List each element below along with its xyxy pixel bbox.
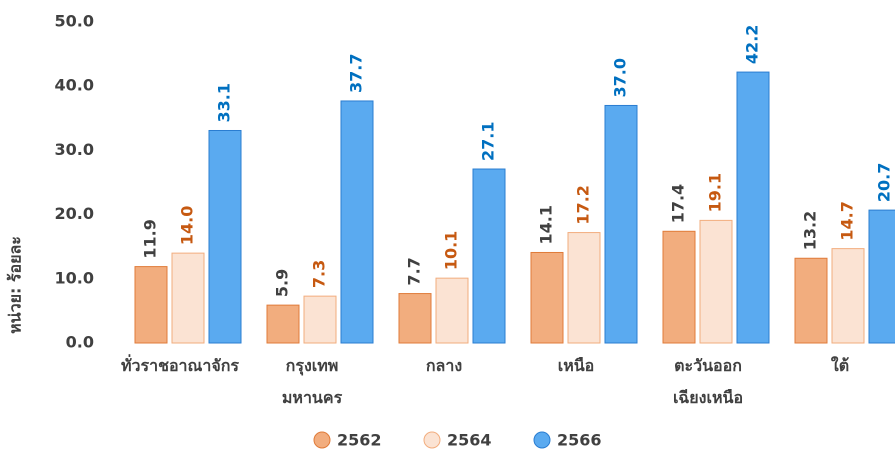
data-label: 17.4 xyxy=(669,184,688,223)
data-label: 14.0 xyxy=(178,206,197,245)
y-tick-label: 30.0 xyxy=(55,140,94,159)
x-tick-label: เหนือ xyxy=(558,356,595,375)
bar xyxy=(868,209,895,344)
bar xyxy=(435,277,469,344)
bar xyxy=(398,293,432,344)
y-tick-label: 0.0 xyxy=(66,333,94,352)
bar xyxy=(604,104,638,344)
bar xyxy=(340,100,374,344)
bar xyxy=(699,219,733,344)
data-label: 13.2 xyxy=(801,211,820,250)
y-tick-label: 50.0 xyxy=(55,12,94,31)
x-tick-label: ใต้ xyxy=(831,356,849,375)
legend-marker xyxy=(313,431,331,449)
data-label: 19.1 xyxy=(706,173,725,212)
data-label: 14.7 xyxy=(838,201,857,240)
data-label: 20.7 xyxy=(875,163,894,202)
bar xyxy=(266,304,300,344)
data-label: 33.1 xyxy=(215,83,234,122)
data-label: 17.2 xyxy=(574,185,593,224)
data-label: 37.0 xyxy=(611,58,630,97)
bar xyxy=(794,257,828,344)
legend-marker xyxy=(423,431,441,449)
bar xyxy=(171,252,205,344)
y-tick-label: 40.0 xyxy=(55,76,94,95)
bar xyxy=(530,251,564,344)
bar xyxy=(831,248,865,344)
data-label: 10.1 xyxy=(442,231,461,270)
legend-label: 2566 xyxy=(557,431,602,450)
x-tick-label: ตะวันออกเฉียงเหนือ xyxy=(673,356,743,407)
x-tick-label: กรุงเทพมหานคร xyxy=(282,356,343,407)
bar xyxy=(134,266,168,344)
bar xyxy=(472,168,506,344)
y-tick-label: 10.0 xyxy=(55,268,94,287)
data-label: 42.2 xyxy=(743,25,762,64)
bar xyxy=(662,230,696,344)
legend-label: 2562 xyxy=(337,431,382,450)
y-tick-label: 20.0 xyxy=(55,204,94,223)
x-tick-label: กลาง xyxy=(426,356,462,375)
bar xyxy=(303,295,337,344)
data-label: 11.9 xyxy=(141,219,160,258)
data-label: 5.9 xyxy=(273,269,292,297)
legend-label: 2564 xyxy=(447,431,492,450)
data-label: 7.3 xyxy=(310,260,329,288)
bar xyxy=(567,232,601,344)
bar xyxy=(736,71,770,344)
data-label: 37.7 xyxy=(347,53,366,92)
legend-marker xyxy=(533,431,551,449)
data-label: 27.1 xyxy=(479,122,498,161)
bar xyxy=(208,129,242,344)
y-axis-label: หน่วย: ร้อยละ xyxy=(6,236,25,334)
data-label: 14.1 xyxy=(537,205,556,244)
x-tick-label: ทั่วราชอาณาจักร xyxy=(121,354,239,375)
data-label: 7.7 xyxy=(405,257,424,285)
